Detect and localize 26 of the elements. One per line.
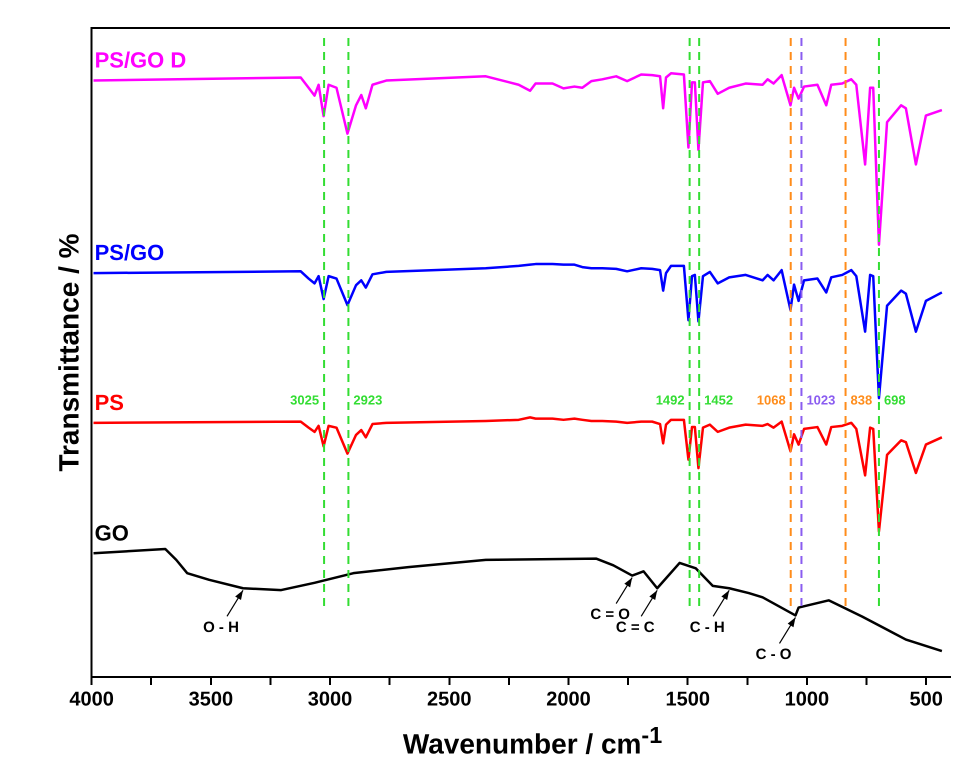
x-tick-label: 2500	[427, 688, 472, 711]
series-label: PS	[94, 390, 124, 415]
series-label: GO	[94, 520, 129, 546]
series-label: PS/GO	[94, 240, 164, 266]
x-tick-label: 2000	[546, 688, 591, 711]
x-tick-label: 3500	[188, 688, 234, 711]
ref-line-label: 698	[884, 392, 906, 408]
ref-line-label: 1452	[704, 392, 734, 408]
x-tick-label: 500	[909, 688, 943, 711]
ref-line-label: 838	[850, 392, 872, 408]
x-tick-label: 3000	[308, 688, 352, 711]
x-tick-label: 4000	[69, 688, 114, 711]
x-tick-label: 1500	[665, 688, 710, 711]
series-label: PS/GO D	[94, 48, 186, 73]
ref-line-label: 2923	[353, 392, 382, 408]
annotation: C = C	[616, 618, 655, 636]
ref-line-label: 1068	[756, 392, 786, 408]
annotation: C - O	[756, 646, 792, 664]
annotation: C - H	[690, 618, 725, 636]
ref-line-label: 1023	[806, 392, 836, 408]
x-axis-title: Wavenumber / cm$^{-1}$	[402, 722, 664, 760]
ref-line-label: 1492	[656, 392, 685, 408]
annotation: O - H	[203, 618, 239, 636]
ref-line-label: 3025	[290, 392, 320, 408]
x-tick-label: 1000	[784, 688, 830, 711]
y-axis-title: Transmittance / %	[54, 233, 85, 472]
